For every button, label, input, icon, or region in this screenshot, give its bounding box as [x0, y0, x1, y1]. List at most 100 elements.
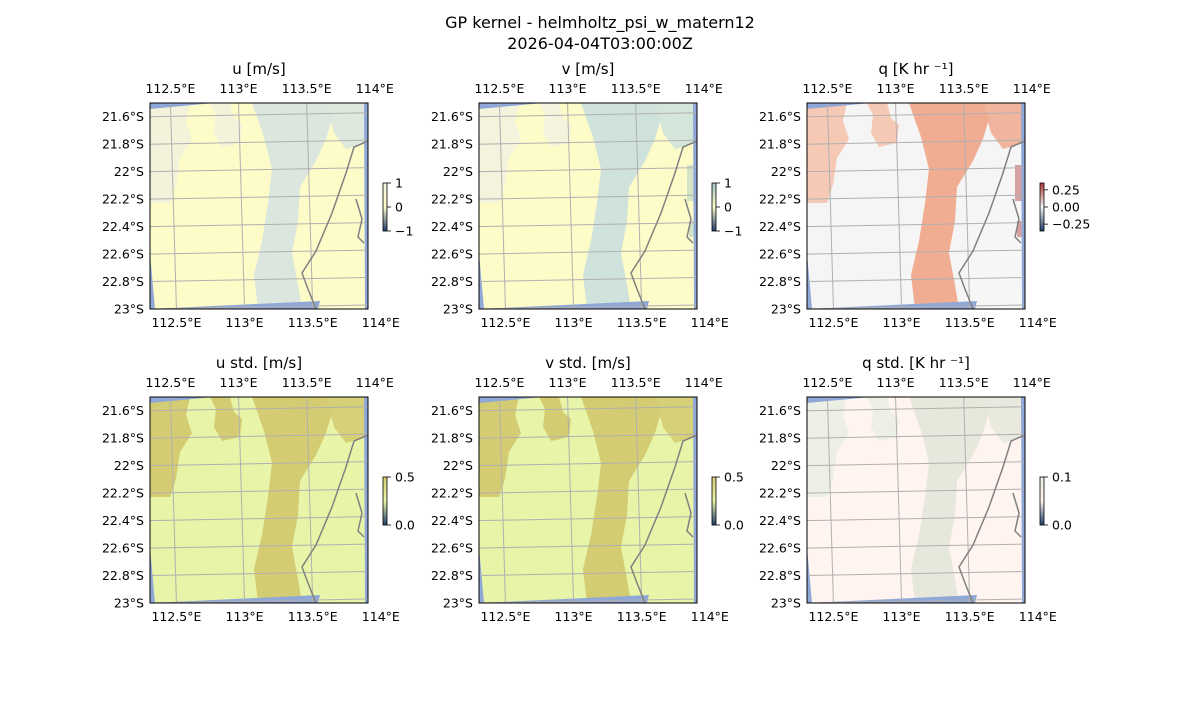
- gridline-lon: [375, 103, 381, 309]
- lat-tick-label: 22.6°S: [431, 247, 473, 262]
- lon-tick-label: 113°E: [555, 315, 593, 330]
- lat-tick-label: 23°S: [114, 302, 144, 317]
- lon-tick-label: 113°E: [220, 81, 258, 96]
- gridline-lon: [963, 397, 971, 603]
- edge-strip: [150, 397, 214, 403]
- land: [631, 141, 697, 309]
- field-plume: [326, 103, 368, 149]
- gridline-lat: [150, 222, 368, 228]
- field-patch: [539, 397, 571, 441]
- field-patch: [807, 103, 849, 203]
- lon-tick-label: 114°E: [1019, 609, 1057, 624]
- colorbar-tick-label: 0.0: [724, 518, 744, 533]
- lat-tick-label: 22.4°S: [102, 513, 144, 528]
- colorbar-tick-label: −1: [724, 224, 742, 239]
- lat-tick-label: 23°S: [771, 596, 801, 611]
- lat-tick-label: 22.4°S: [431, 219, 473, 234]
- colorbar-tick-label: 0.1: [1052, 470, 1072, 485]
- gridline-lat: [807, 488, 1025, 494]
- gridline-lat: [150, 249, 368, 255]
- colorbar: [711, 182, 717, 232]
- gridline-lon: [498, 397, 506, 603]
- lon-tick-label: 113°E: [877, 81, 915, 96]
- axes-frame: [806, 396, 1026, 604]
- map-panel: q std. [K hr ⁻¹] 112.5°E 112.5°E 113°E 113°E…: [759, 354, 1072, 624]
- gridline-lon: [375, 397, 381, 603]
- lon-tick-label: 114°E: [691, 315, 729, 330]
- field-plume: [581, 103, 661, 309]
- gridline-lat: [807, 406, 1025, 412]
- lon-tick-label: 113.5°E: [282, 375, 332, 390]
- lon-tick-label: 113°E: [883, 609, 921, 624]
- coastline: [684, 198, 694, 244]
- lat-tick-label: 22°S: [771, 164, 801, 179]
- gridline-lat: [479, 488, 697, 494]
- gridline-lon: [704, 397, 710, 603]
- lat-tick-label: 23°S: [114, 596, 144, 611]
- colorbar-tick-label: 0.0: [1052, 518, 1072, 533]
- coastline: [630, 140, 697, 309]
- map-field: [479, 103, 697, 309]
- gridline-lat: [479, 112, 697, 118]
- field-patch: [150, 397, 192, 497]
- lon-tick-label: 114°E: [356, 81, 394, 96]
- lat-tick-label: 22°S: [443, 164, 473, 179]
- field-patch: [150, 103, 192, 203]
- gridline-lon: [169, 397, 177, 603]
- lon-tick-label: 112.5°E: [480, 609, 530, 624]
- gridline-lat: [150, 406, 368, 412]
- field-plume: [252, 397, 332, 603]
- lat-tick-label: 21.8°S: [759, 431, 801, 446]
- map-field: [807, 103, 1025, 309]
- lat-tick-label: 22.6°S: [759, 247, 801, 262]
- lon-tick-label: 113.5°E: [939, 375, 989, 390]
- lat-tick-label: 22.2°S: [759, 192, 801, 207]
- edge-strip: [693, 103, 697, 309]
- coastline: [301, 434, 368, 603]
- lon-tick-label: 114°E: [1013, 375, 1051, 390]
- land: [959, 141, 1025, 309]
- gridline-lon: [895, 397, 903, 603]
- gridline-lat: [807, 249, 1025, 255]
- lat-tick-label: 22.8°S: [759, 274, 801, 289]
- lat-tick-label: 22.4°S: [431, 513, 473, 528]
- lat-tick-label: 23°S: [771, 302, 801, 317]
- gridline-lon: [826, 103, 834, 309]
- gridline-lat: [479, 222, 697, 228]
- lon-tick-label: 112.5°E: [151, 315, 201, 330]
- field-patch: [479, 103, 521, 203]
- map-field: [150, 397, 381, 603]
- lat-tick-label: 22.2°S: [431, 192, 473, 207]
- lon-tick-label: 112.5°E: [808, 609, 858, 624]
- lat-tick-label: 21.8°S: [102, 431, 144, 446]
- lat-tick-label: 23°S: [443, 596, 473, 611]
- coastline: [355, 198, 365, 244]
- lon-tick-label: 114°E: [362, 609, 400, 624]
- gridline-lat: [479, 167, 697, 173]
- lon-tick-label: 113°E: [226, 609, 264, 624]
- gridline-lat: [807, 167, 1025, 173]
- gridline-lat: [479, 516, 697, 522]
- coastline: [355, 492, 365, 538]
- lon-tick-label: 113°E: [883, 315, 921, 330]
- edge-strip: [807, 103, 871, 109]
- gridline-lon: [567, 397, 575, 603]
- gridline-lat: [807, 194, 1025, 200]
- lon-tick-label: 114°E: [1019, 315, 1057, 330]
- field-plume: [655, 397, 697, 443]
- gridline-lat: [150, 167, 368, 173]
- colorbar-tick-label: −0.25: [1052, 217, 1090, 232]
- gridline-lat: [479, 433, 697, 439]
- lon-tick-label: 113°E: [226, 315, 264, 330]
- lon-tick-label: 113.5°E: [617, 315, 667, 330]
- lon-tick-label: 113.5°E: [611, 375, 661, 390]
- field-patch: [867, 397, 899, 441]
- panels: u [m/s]112.5°E112.5°E113°E113°E113.5°E11…: [102, 60, 1090, 624]
- land: [302, 141, 368, 309]
- lon-tick-label: 112.5°E: [802, 375, 852, 390]
- edge-strip: [1021, 397, 1025, 603]
- field-plume: [983, 397, 1025, 443]
- field-patch: [867, 103, 899, 147]
- field-plume: [326, 397, 368, 443]
